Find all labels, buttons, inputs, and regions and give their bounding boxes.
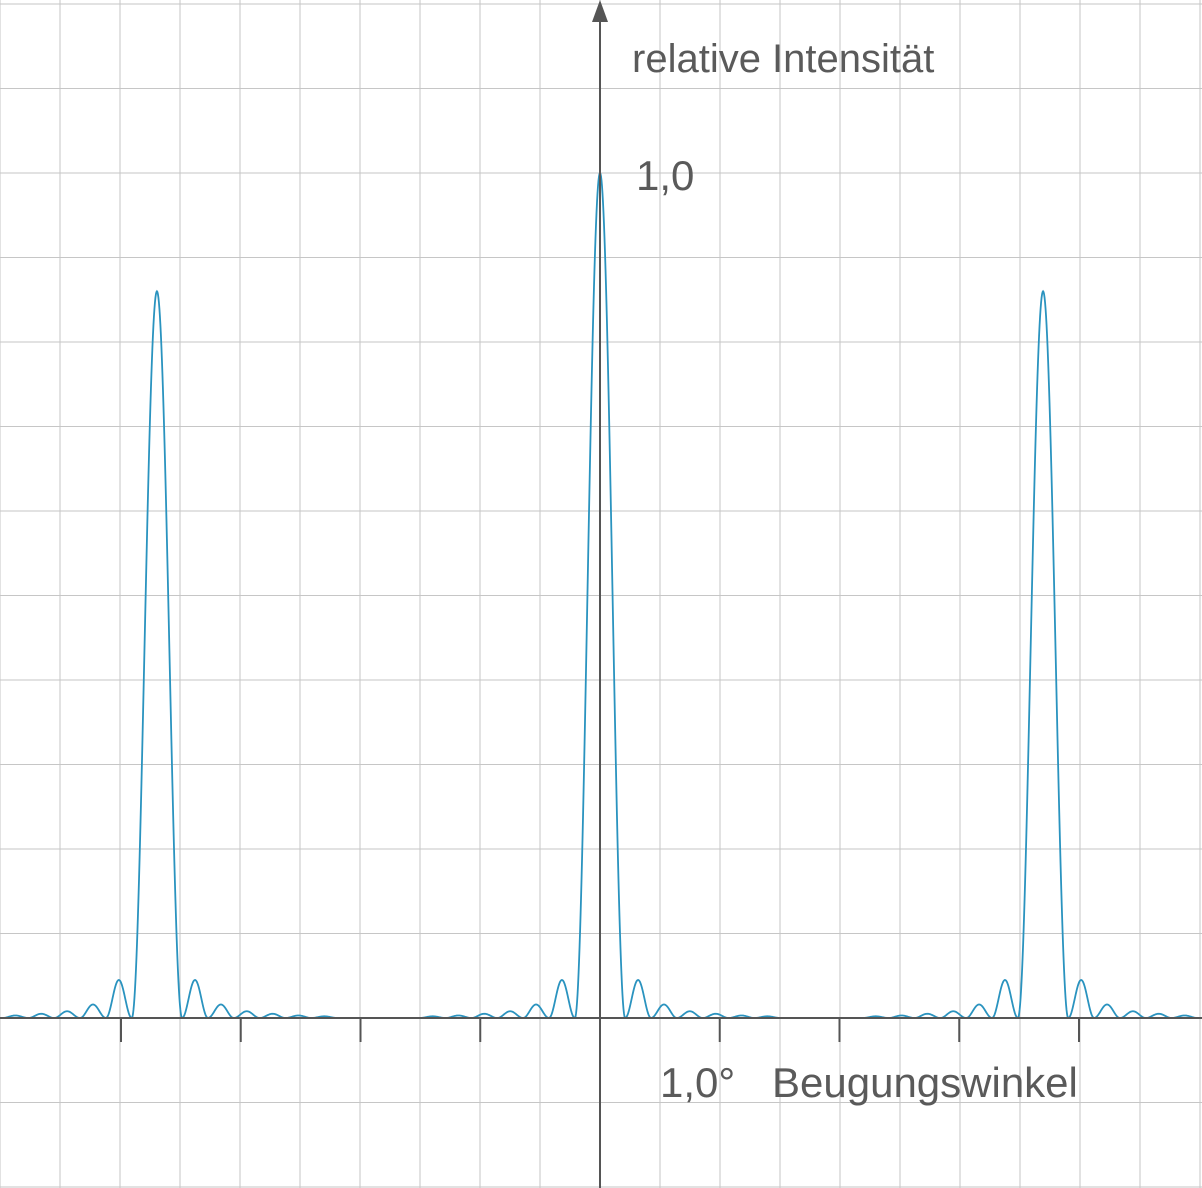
y-axis-label: relative Intensität <box>632 37 934 81</box>
x-tick-label: 1,0° <box>660 1059 735 1106</box>
x-ticks <box>120 1018 1080 1042</box>
y-axis-arrow <box>592 0 608 22</box>
y-tick-label: 1,0 <box>636 152 694 199</box>
x-axis-label: Beugungswinkel <box>772 1059 1078 1106</box>
